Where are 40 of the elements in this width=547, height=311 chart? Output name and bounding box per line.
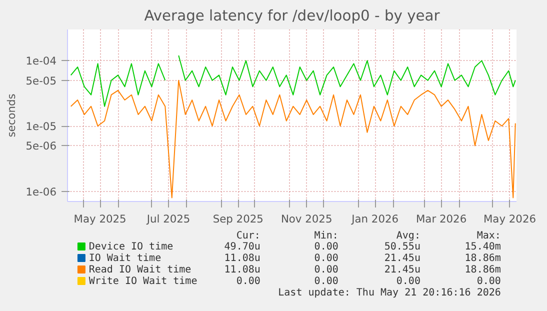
text: 0.00 bbox=[314, 242, 338, 252]
text: Min: bbox=[314, 230, 338, 242]
text: 50.55u bbox=[384, 242, 420, 252]
y-tick-label: 5e-06 bbox=[26, 140, 57, 153]
text: 0.00 bbox=[396, 276, 420, 287]
text: Last update: Thu May 21 20:16:16 2026 bbox=[278, 288, 501, 298]
line-series bbox=[70, 80, 516, 198]
y-tick-label: 1e-04 bbox=[26, 54, 57, 68]
text: 21.45u bbox=[384, 253, 420, 264]
legend-label: Device IO time bbox=[88, 242, 174, 252]
text: 18.86m bbox=[464, 253, 501, 264]
legend-label: Read IO Wait time bbox=[88, 264, 192, 276]
text: Avg: bbox=[396, 230, 420, 242]
x-tick-label: May 2026 bbox=[483, 212, 536, 226]
text: 0.00 bbox=[314, 253, 338, 264]
text: 18.86m bbox=[464, 264, 501, 276]
text: 0.00 bbox=[236, 276, 260, 287]
y-axis-title: seconds bbox=[4, 93, 18, 138]
chart-title: Average latency for /dev/loop0 - by year bbox=[144, 8, 441, 24]
text: 21.45u bbox=[384, 264, 420, 276]
text: 0.00 bbox=[314, 264, 338, 276]
x-tick-label: May 2025 bbox=[74, 212, 126, 226]
x-tick-label: Sep 2025 bbox=[212, 212, 264, 226]
x-tick-label: Jan 2026 bbox=[350, 212, 399, 226]
x-tick-label: Nov 2025 bbox=[280, 212, 332, 226]
text: 11.08u bbox=[224, 253, 260, 264]
y-tick-label: 5e-05 bbox=[26, 74, 57, 88]
text: 15.40m bbox=[464, 242, 501, 252]
legend-label: Write IO Wait time bbox=[88, 276, 198, 287]
text: 49.70u bbox=[224, 242, 260, 252]
y-tick-label: 1e-05 bbox=[26, 120, 57, 134]
text: Cur: bbox=[236, 230, 260, 242]
text: 0.00 bbox=[314, 276, 338, 287]
text: 0.00 bbox=[476, 276, 501, 287]
x-tick-label: Jul 2025 bbox=[146, 212, 190, 226]
x-tick-label: Mar 2026 bbox=[416, 212, 467, 226]
text: 11.08u bbox=[224, 264, 260, 276]
legend-label: IO Wait time bbox=[88, 253, 162, 264]
text: Max: bbox=[476, 230, 501, 242]
y-tick-label: 1e-06 bbox=[26, 185, 57, 198]
